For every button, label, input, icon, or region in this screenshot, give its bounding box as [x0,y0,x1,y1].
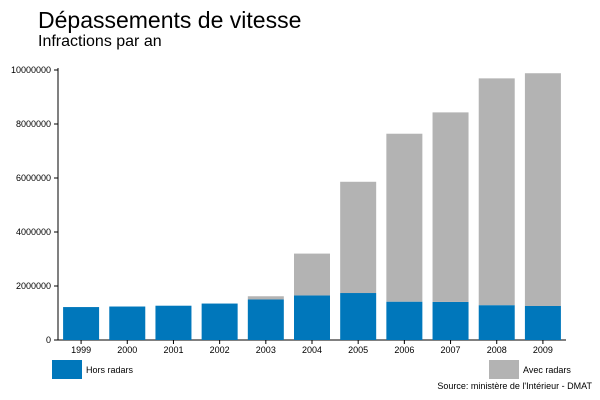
legend-label-avec-radars: Avec radars [523,364,571,375]
bar-hors-radars-2002 [201,303,238,340]
bar-hors-radars-1999 [63,307,100,340]
y-tick-label: 4000000 [16,227,51,237]
bar-hors-radars-2003 [247,299,284,340]
bar-avec-radars-2008 [478,78,515,306]
x-tick-label-2001: 2001 [163,345,183,355]
bar-avec-radars-2006 [386,133,423,302]
bar-avec-radars-2005 [340,181,377,294]
bar-hors-radars-2008 [478,305,515,340]
bar-avec-radars-2007 [432,112,469,302]
bar-hors-radars-2001 [155,305,192,340]
y-tick-label: 6000000 [16,173,51,183]
source-note: Source: ministère de l'Intérieur - DMAT [437,381,592,391]
legend-swatch-avec-radars [489,360,519,379]
bar-hors-radars-2004 [294,295,330,340]
x-tick-label-2008: 2008 [487,345,507,355]
x-tick-label-2009: 2009 [533,345,553,355]
y-tick-label: 0 [46,335,51,345]
chart-title: Dépassements de vitesse [38,7,302,33]
bar-avec-radars-2009 [524,73,561,306]
bar-hors-radars-2005 [340,293,377,340]
bar-avec-radars-2003 [247,296,284,300]
bar-hors-radars-2000 [109,306,146,340]
x-tick-label-2000: 2000 [117,345,137,355]
bar-hors-radars-2006 [386,301,423,340]
bar-hors-radars-2007 [432,301,469,340]
x-tick-label-1999: 1999 [71,345,91,355]
bar-hors-radars-2009 [524,305,561,340]
y-tick-label: 8000000 [16,119,51,129]
chart-subtitle: Infractions par an [38,33,162,50]
legend-hors-radars: Hors radars [52,360,133,379]
x-tick-label-2002: 2002 [210,345,230,355]
x-tick-label-2003: 2003 [256,345,276,355]
legend-label-hors-radars: Hors radars [86,364,134,375]
y-tick-label: 2000000 [16,281,51,291]
x-tick-label-2004: 2004 [302,345,322,355]
x-tick-label-2007: 2007 [441,345,461,355]
y-tick-label: 10000000 [11,65,51,75]
bar-avec-radars-2004 [294,253,330,296]
x-tick-label-2005: 2005 [348,345,368,355]
legend-swatch-hors-radars [52,360,82,379]
legend-avec-radars: Avec radars [489,360,571,379]
x-tick-label-2006: 2006 [394,345,414,355]
